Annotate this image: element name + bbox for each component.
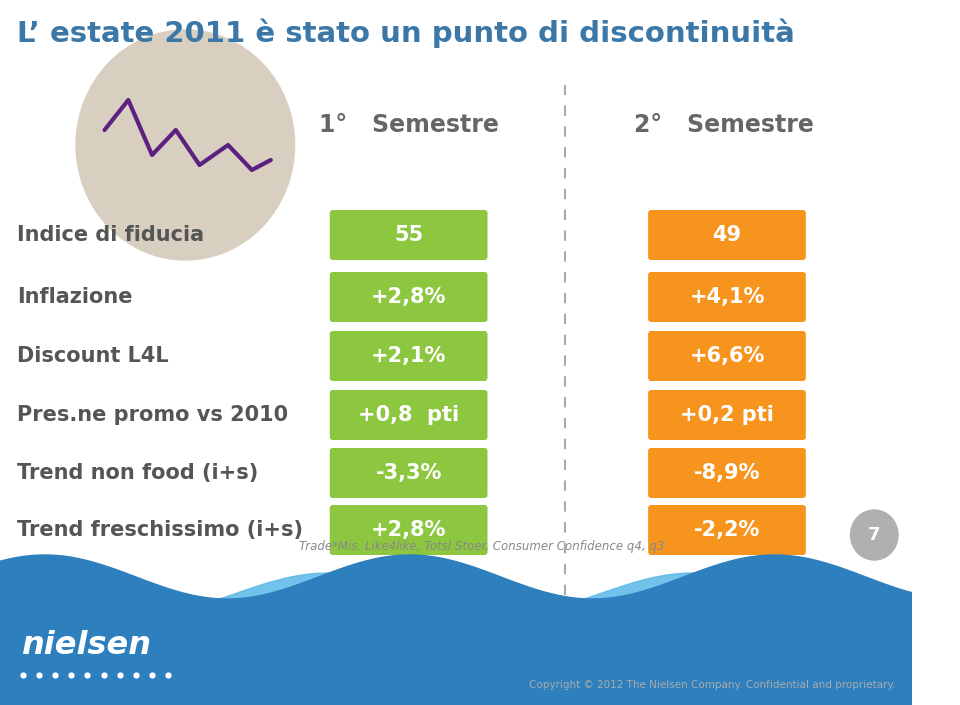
Polygon shape <box>0 573 912 705</box>
Circle shape <box>851 510 898 560</box>
Text: 55: 55 <box>394 225 423 245</box>
Text: +6,6%: +6,6% <box>689 346 765 366</box>
Text: Indice di fiducia: Indice di fiducia <box>17 225 204 245</box>
Text: 49: 49 <box>712 225 741 245</box>
Polygon shape <box>0 555 912 705</box>
Text: -8,9%: -8,9% <box>694 463 760 483</box>
FancyBboxPatch shape <box>648 390 805 440</box>
FancyBboxPatch shape <box>329 331 488 381</box>
Text: +4,1%: +4,1% <box>689 287 765 307</box>
Text: +2,8%: +2,8% <box>371 520 446 540</box>
Polygon shape <box>0 625 912 705</box>
Text: +2,1%: +2,1% <box>371 346 446 366</box>
FancyBboxPatch shape <box>648 505 805 555</box>
Text: Trade*Mis. Like4like, Totsl Stoer, Consumer Confidence q4, q3: Trade*Mis. Like4like, Totsl Stoer, Consu… <box>300 540 664 553</box>
Text: Trend non food (i+s): Trend non food (i+s) <box>17 463 258 483</box>
FancyBboxPatch shape <box>648 448 805 498</box>
Text: +0,8  pti: +0,8 pti <box>358 405 459 425</box>
Text: -3,3%: -3,3% <box>375 463 442 483</box>
Text: nielsen: nielsen <box>21 630 151 661</box>
FancyBboxPatch shape <box>329 272 488 322</box>
Text: -2,2%: -2,2% <box>694 520 760 540</box>
Text: 1°   Semestre: 1° Semestre <box>319 113 498 137</box>
Text: Discount L4L: Discount L4L <box>17 346 169 366</box>
FancyBboxPatch shape <box>329 448 488 498</box>
FancyBboxPatch shape <box>329 390 488 440</box>
Text: Trend freschissimo (i+s): Trend freschissimo (i+s) <box>17 520 303 540</box>
Text: +2,8%: +2,8% <box>371 287 446 307</box>
Text: Copyright © 2012 The Nielsen Company. Confidential and proprietary.: Copyright © 2012 The Nielsen Company. Co… <box>529 680 895 690</box>
Text: Pres.ne promo vs 2010: Pres.ne promo vs 2010 <box>17 405 288 425</box>
Text: Inflazione: Inflazione <box>17 287 132 307</box>
FancyBboxPatch shape <box>648 272 805 322</box>
Text: L’ estate 2011 è stato un punto di discontinuità: L’ estate 2011 è stato un punto di disco… <box>17 18 795 47</box>
Text: 2°   Semestre: 2° Semestre <box>635 113 814 137</box>
Text: +0,2 pti: +0,2 pti <box>680 405 774 425</box>
FancyBboxPatch shape <box>648 210 805 260</box>
FancyBboxPatch shape <box>329 505 488 555</box>
FancyBboxPatch shape <box>648 331 805 381</box>
FancyBboxPatch shape <box>329 210 488 260</box>
Circle shape <box>76 30 295 260</box>
Text: 7: 7 <box>868 526 880 544</box>
